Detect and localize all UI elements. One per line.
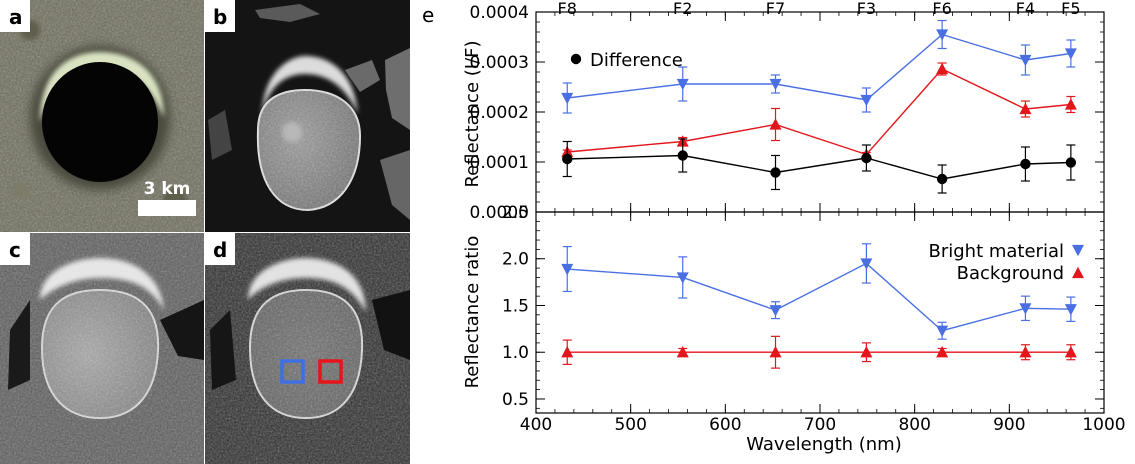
x-tick-label: 1000 [1082,415,1125,435]
top-series-line-background [567,68,1071,156]
legend-background-marker [1072,266,1084,279]
panel-label-e: e [422,3,434,27]
bottom-point-bright [1019,303,1032,315]
bottom-point-background [1064,345,1077,358]
panel-label-c: c [9,238,21,262]
bottom-point-bright [769,305,782,317]
bottom-point-background [676,345,689,358]
bottom-point-bright [860,258,873,270]
bottom-point-background [769,345,782,358]
filter-label-f8: F8 [558,0,577,18]
bottom-y-axis-title: Reflectance ratio [462,236,483,389]
top-y-tick-label: 0.0003 [470,53,529,73]
bottom-y-tick-label: 2.0 [502,250,529,270]
top-plot-frame [535,11,1105,213]
x-tick-label: 600 [709,415,741,435]
chart-panel-e: F8 F2 F7 F3 F6 F4 F5 0.00000.00010.00020.00030… [462,0,1126,455]
bottom-y-tick-label: 1.5 [502,296,529,316]
top-point-bright [769,78,782,91]
panel-b-image [205,0,410,232]
bottom-y-tick-label: 1.0 [502,343,529,363]
filter-label-f6: F6 [932,0,951,18]
x-axis-title: Wavelength (nm) [746,434,902,455]
panel-d-image [205,233,410,464]
top-point-bright [936,29,949,41]
top-plot: 0.0000 0.0001 0.0002 0.0003 0.0004 Difference [470,3,1105,223]
bottom-point-bright [1064,304,1077,316]
top-point-background [1064,98,1077,110]
top-point-background [769,118,782,130]
filter-label-f3: F3 [857,0,876,18]
bright-material-box [280,359,305,384]
bottom-y-tick-label: 0.5 [502,390,529,410]
scale-bar [138,200,196,216]
top-point-difference [1065,157,1077,168]
x-tick-label: 700 [804,415,836,435]
bottom-point-bright [561,263,574,276]
top-point-difference [677,150,688,161]
background-box [318,359,343,384]
top-y-tick-label: 0.0002 [470,103,529,123]
bottom-point-background [561,345,574,358]
panel-c-image [0,233,204,464]
bottom-y-tick-label: 2.5 [502,203,529,223]
top-y-axis-title: Reflectance (I/F) [462,40,483,187]
top-point-bright [676,78,689,91]
top-series-line-difference [567,154,1071,180]
top-point-background [936,62,949,75]
top-point-bright [561,92,574,105]
filter-labels: F8 F2 F7 F3 F6 F4 F5 [558,0,1081,18]
panel-label-d: d [213,238,227,262]
panel-a-image [0,0,204,232]
filter-label-f7: F7 [766,0,785,18]
top-point-difference [936,173,948,185]
legend-background-label: Background [957,263,1064,284]
top-point-bright [1019,54,1032,67]
top-y-tick-label: 0.0004 [470,3,529,23]
top-point-bright [860,94,873,107]
legend-difference-label: Difference [590,50,683,71]
x-tick-label: 900 [993,415,1025,435]
legend-bright-label: Bright material [929,241,1065,262]
x-axis: 400 500 600 700 800 900 1000 [520,415,1126,435]
legend-difference-marker [570,53,582,65]
x-tick-label: 800 [898,415,930,435]
scale-bar-label: 3 km [144,179,191,199]
filter-label-f4: F4 [1016,0,1035,18]
filter-label-f2: F2 [673,0,692,18]
top-point-difference [1020,158,1031,170]
bottom-point-background [936,345,949,358]
top-point-difference [770,167,781,178]
top-y-tick-label: 0.0000 [470,203,529,223]
panel-label-a: a [9,5,23,29]
panel-label-b: b [213,5,227,29]
bottom-point-bright [936,325,949,338]
top-point-bright [1064,48,1077,60]
top-y-tick-label: 0.0001 [470,153,529,173]
legend-bright-marker [1072,244,1084,257]
top-point-difference [861,152,872,164]
bottom-point-background [860,345,873,358]
bottom-point-bright [676,272,689,284]
x-tick-label: 500 [614,415,646,435]
top-point-difference [562,153,573,165]
top-point-background [1019,102,1032,115]
x-tick-label: 400 [520,415,552,435]
bottom-point-background [1019,345,1032,358]
filter-label-f5: F5 [1061,0,1080,18]
